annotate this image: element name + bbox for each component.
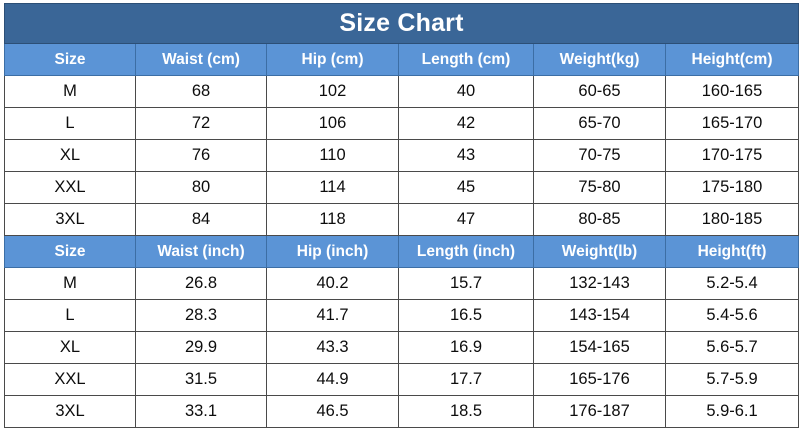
cell-height: 170-175 — [664, 139, 800, 172]
header-row-imperial: Size Waist (inch) Hip (inch) Length (inc… — [4, 235, 800, 268]
header-cell-height-ft: Height(ft) — [664, 235, 800, 268]
header-cell-hip-inch: Hip (inch) — [266, 235, 399, 268]
cell-hip: 102 — [266, 75, 399, 108]
table-row: 3XL 84 118 47 80-85 180-185 — [4, 203, 800, 236]
cell-waist: 84 — [135, 203, 267, 236]
cell-height: 160-165 — [664, 75, 800, 108]
cell-size: L — [4, 107, 136, 140]
table-row: XL 29.9 43.3 16.9 154-165 5.6-5.7 — [4, 331, 800, 364]
cell-waist: 80 — [135, 171, 267, 204]
cell-waist: 33.1 — [135, 395, 267, 428]
cell-weight: 176-187 — [533, 395, 666, 428]
cell-hip: 110 — [266, 139, 399, 172]
cell-size: XL — [4, 331, 136, 364]
header-row-metric: Size Waist (cm) Hip (cm) Length (cm) Wei… — [4, 43, 800, 76]
cell-length: 45 — [398, 171, 534, 204]
cell-weight: 65-70 — [533, 107, 666, 140]
cell-length: 40 — [398, 75, 534, 108]
header-cell-waist-inch: Waist (inch) — [135, 235, 267, 268]
cell-waist: 76 — [135, 139, 267, 172]
cell-hip: 106 — [266, 107, 399, 140]
cell-size: 3XL — [4, 203, 136, 236]
cell-waist: 31.5 — [135, 363, 267, 396]
cell-length: 15.7 — [398, 267, 534, 300]
header-cell-height-cm: Height(cm) — [664, 43, 800, 76]
header-cell-waist-cm: Waist (cm) — [135, 43, 267, 76]
header-cell-weight-kg: Weight(kg) — [533, 43, 666, 76]
cell-size: 3XL — [4, 395, 136, 428]
cell-waist: 72 — [135, 107, 267, 140]
cell-length: 18.5 — [398, 395, 534, 428]
table-row: 3XL 33.1 46.5 18.5 176-187 5.9-6.1 — [4, 395, 800, 428]
cell-length: 42 — [398, 107, 534, 140]
cell-length: 43 — [398, 139, 534, 172]
cell-weight: 70-75 — [533, 139, 666, 172]
cell-hip: 40.2 — [266, 267, 399, 300]
table-row: XXL 31.5 44.9 17.7 165-176 5.7-5.9 — [4, 363, 800, 396]
cell-size: M — [4, 267, 136, 300]
cell-weight: 80-85 — [533, 203, 666, 236]
cell-weight: 154-165 — [533, 331, 666, 364]
table-row: L 28.3 41.7 16.5 143-154 5.4-5.6 — [4, 299, 800, 332]
title-row: Size Chart — [3, 3, 800, 44]
cell-waist: 28.3 — [135, 299, 267, 332]
cell-weight: 60-65 — [533, 75, 666, 108]
cell-waist: 68 — [135, 75, 267, 108]
size-chart-container: Size Chart Size Waist (cm) Hip (cm) Leng… — [3, 3, 800, 428]
cell-hip: 46.5 — [266, 395, 399, 428]
cell-size: M — [4, 75, 136, 108]
header-cell-weight-lb: Weight(lb) — [533, 235, 666, 268]
cell-hip: 118 — [266, 203, 399, 236]
header-cell-size-inch: Size — [4, 235, 136, 268]
cell-length: 17.7 — [398, 363, 534, 396]
cell-height: 5.9-6.1 — [664, 395, 800, 428]
cell-height: 5.6-5.7 — [664, 331, 800, 364]
cell-weight: 75-80 — [533, 171, 666, 204]
cell-weight: 132-143 — [533, 267, 666, 300]
cell-height: 5.2-5.4 — [664, 267, 800, 300]
cell-height: 165-170 — [664, 107, 800, 140]
header-cell-hip-cm: Hip (cm) — [266, 43, 399, 76]
cell-size: L — [4, 299, 136, 332]
table-row: M 26.8 40.2 15.7 132-143 5.2-5.4 — [4, 267, 800, 300]
cell-size: XXL — [4, 363, 136, 396]
cell-hip: 41.7 — [266, 299, 399, 332]
cell-height: 180-185 — [664, 203, 800, 236]
header-cell-size-cm: Size — [4, 43, 136, 76]
size-chart-body: Size Chart Size Waist (cm) Hip (cm) Leng… — [3, 3, 800, 428]
cell-hip: 114 — [266, 171, 399, 204]
cell-length: 16.9 — [398, 331, 534, 364]
table-row: XL 76 110 43 70-75 170-175 — [4, 139, 800, 172]
size-chart-table: Size Chart Size Waist (cm) Hip (cm) Leng… — [3, 3, 800, 428]
cell-length: 16.5 — [398, 299, 534, 332]
cell-height: 5.7-5.9 — [664, 363, 800, 396]
cell-waist: 26.8 — [135, 267, 267, 300]
cell-height: 5.4-5.6 — [664, 299, 800, 332]
cell-weight: 165-176 — [533, 363, 666, 396]
table-row: M 68 102 40 60-65 160-165 — [4, 75, 800, 108]
table-row: L 72 106 42 65-70 165-170 — [4, 107, 800, 140]
header-cell-length-cm: Length (cm) — [398, 43, 534, 76]
cell-hip: 44.9 — [266, 363, 399, 396]
page-title: Size Chart — [3, 3, 800, 44]
cell-weight: 143-154 — [533, 299, 666, 332]
header-cell-length-inch: Length (inch) — [398, 235, 534, 268]
cell-size: XXL — [4, 171, 136, 204]
cell-length: 47 — [398, 203, 534, 236]
cell-height: 175-180 — [664, 171, 800, 204]
cell-hip: 43.3 — [266, 331, 399, 364]
cell-size: XL — [4, 139, 136, 172]
cell-waist: 29.9 — [135, 331, 267, 364]
table-row: XXL 80 114 45 75-80 175-180 — [4, 171, 800, 204]
